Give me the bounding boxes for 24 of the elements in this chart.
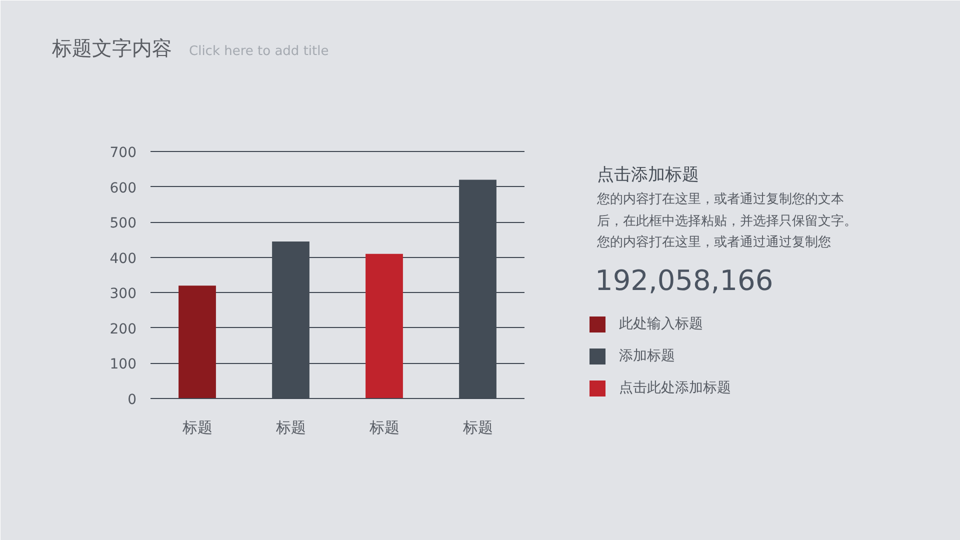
- y-tick-label: 600: [110, 180, 137, 196]
- y-tick-label: 200: [110, 321, 137, 338]
- bar: [178, 286, 216, 398]
- x-tick-label: 标题: [368, 418, 400, 436]
- text: 您的内容打在这里，或者通过复制您的文本: [597, 191, 844, 209]
- legend-label: 点击此处添加标题: [619, 379, 731, 397]
- text: 后，在此框中选择粘贴，并选择只保留文字。: [597, 212, 857, 230]
- legend-label: 添加标题: [619, 347, 675, 365]
- y-tick-label: 0: [128, 392, 137, 408]
- text: 192,058,166: [595, 262, 774, 298]
- chart-title: 标题文字内容: [52, 35, 172, 61]
- x-tick-label: 标题: [274, 418, 306, 436]
- y-tick-label: 500: [110, 216, 137, 232]
- y-tick-label: 100: [110, 356, 137, 373]
- x-tick-label: 标题: [462, 418, 493, 436]
- y-tick-label: 400: [110, 250, 137, 267]
- chart-subtitle: Click here to add title: [189, 43, 329, 61]
- y-tick-label: 300: [110, 286, 137, 302]
- text: 您的内容打在这里，或者通过通过复制您: [597, 234, 831, 252]
- y-tick-label: 700: [110, 145, 137, 161]
- text: 点击添加标题: [597, 164, 699, 187]
- bar: [366, 254, 403, 398]
- x-tick-label: 标题: [181, 418, 212, 436]
- legend-label: 此处输入标题: [619, 315, 703, 333]
